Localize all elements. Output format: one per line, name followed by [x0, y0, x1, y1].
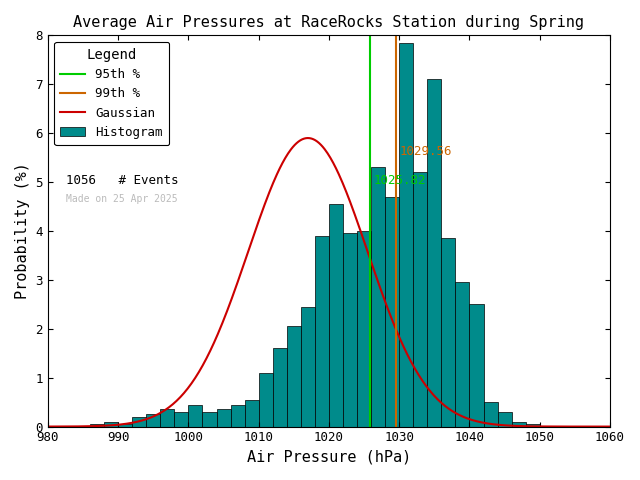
Bar	[484, 402, 497, 427]
Gaussian	[143, 416, 151, 421]
Bar	[273, 348, 287, 427]
Bar	[188, 405, 202, 427]
95th %	[366, 424, 374, 430]
Text: Made on 25 Apr 2025: Made on 25 Apr 2025	[67, 194, 178, 204]
Bar	[132, 417, 147, 427]
Bar	[357, 231, 371, 427]
Y-axis label: Probability (%): Probability (%)	[15, 163, 30, 300]
Title: Average Air Pressures at RaceRocks Station during Spring: Average Air Pressures at RaceRocks Stati…	[74, 15, 584, 30]
Bar	[244, 400, 259, 427]
Text: 1056   # Events: 1056 # Events	[67, 174, 179, 187]
Gaussian	[468, 417, 476, 423]
Bar	[371, 168, 385, 427]
Bar	[147, 414, 161, 427]
Bar	[202, 412, 216, 427]
Bar	[329, 204, 343, 427]
Bar	[259, 373, 273, 427]
Bar	[511, 422, 525, 427]
Line: Gaussian: Gaussian	[48, 138, 610, 427]
Bar	[385, 197, 399, 427]
Bar	[104, 422, 118, 427]
Bar	[90, 424, 104, 427]
Bar	[525, 424, 540, 427]
Bar	[301, 307, 315, 427]
Gaussian	[376, 285, 384, 290]
Bar	[399, 43, 413, 427]
Bar	[413, 172, 428, 427]
Bar	[161, 409, 174, 427]
Gaussian	[420, 381, 428, 386]
Bar	[230, 405, 244, 427]
Gaussian	[298, 136, 306, 142]
Legend: 95th %, 99th %, Gaussian, Histogram: 95th %, 99th %, Gaussian, Histogram	[54, 42, 169, 145]
Gaussian	[606, 424, 614, 430]
Bar	[428, 79, 442, 427]
Gaussian	[304, 135, 312, 141]
Bar	[442, 238, 456, 427]
Bar	[118, 424, 132, 427]
99th %	[392, 375, 400, 381]
Gaussian	[189, 379, 196, 385]
Gaussian	[44, 424, 52, 430]
Bar	[343, 233, 357, 427]
99th %	[392, 424, 400, 430]
95th %	[366, 375, 374, 381]
Bar	[315, 236, 329, 427]
Bar	[287, 326, 301, 427]
X-axis label: Air Pressure (hPa): Air Pressure (hPa)	[247, 450, 411, 465]
Bar	[456, 282, 470, 427]
Text: 1029.56: 1029.56	[399, 145, 452, 158]
Bar	[497, 412, 511, 427]
Bar	[216, 409, 230, 427]
Bar	[470, 304, 484, 427]
Text: 1025.82: 1025.82	[373, 175, 426, 188]
Bar	[174, 412, 188, 427]
